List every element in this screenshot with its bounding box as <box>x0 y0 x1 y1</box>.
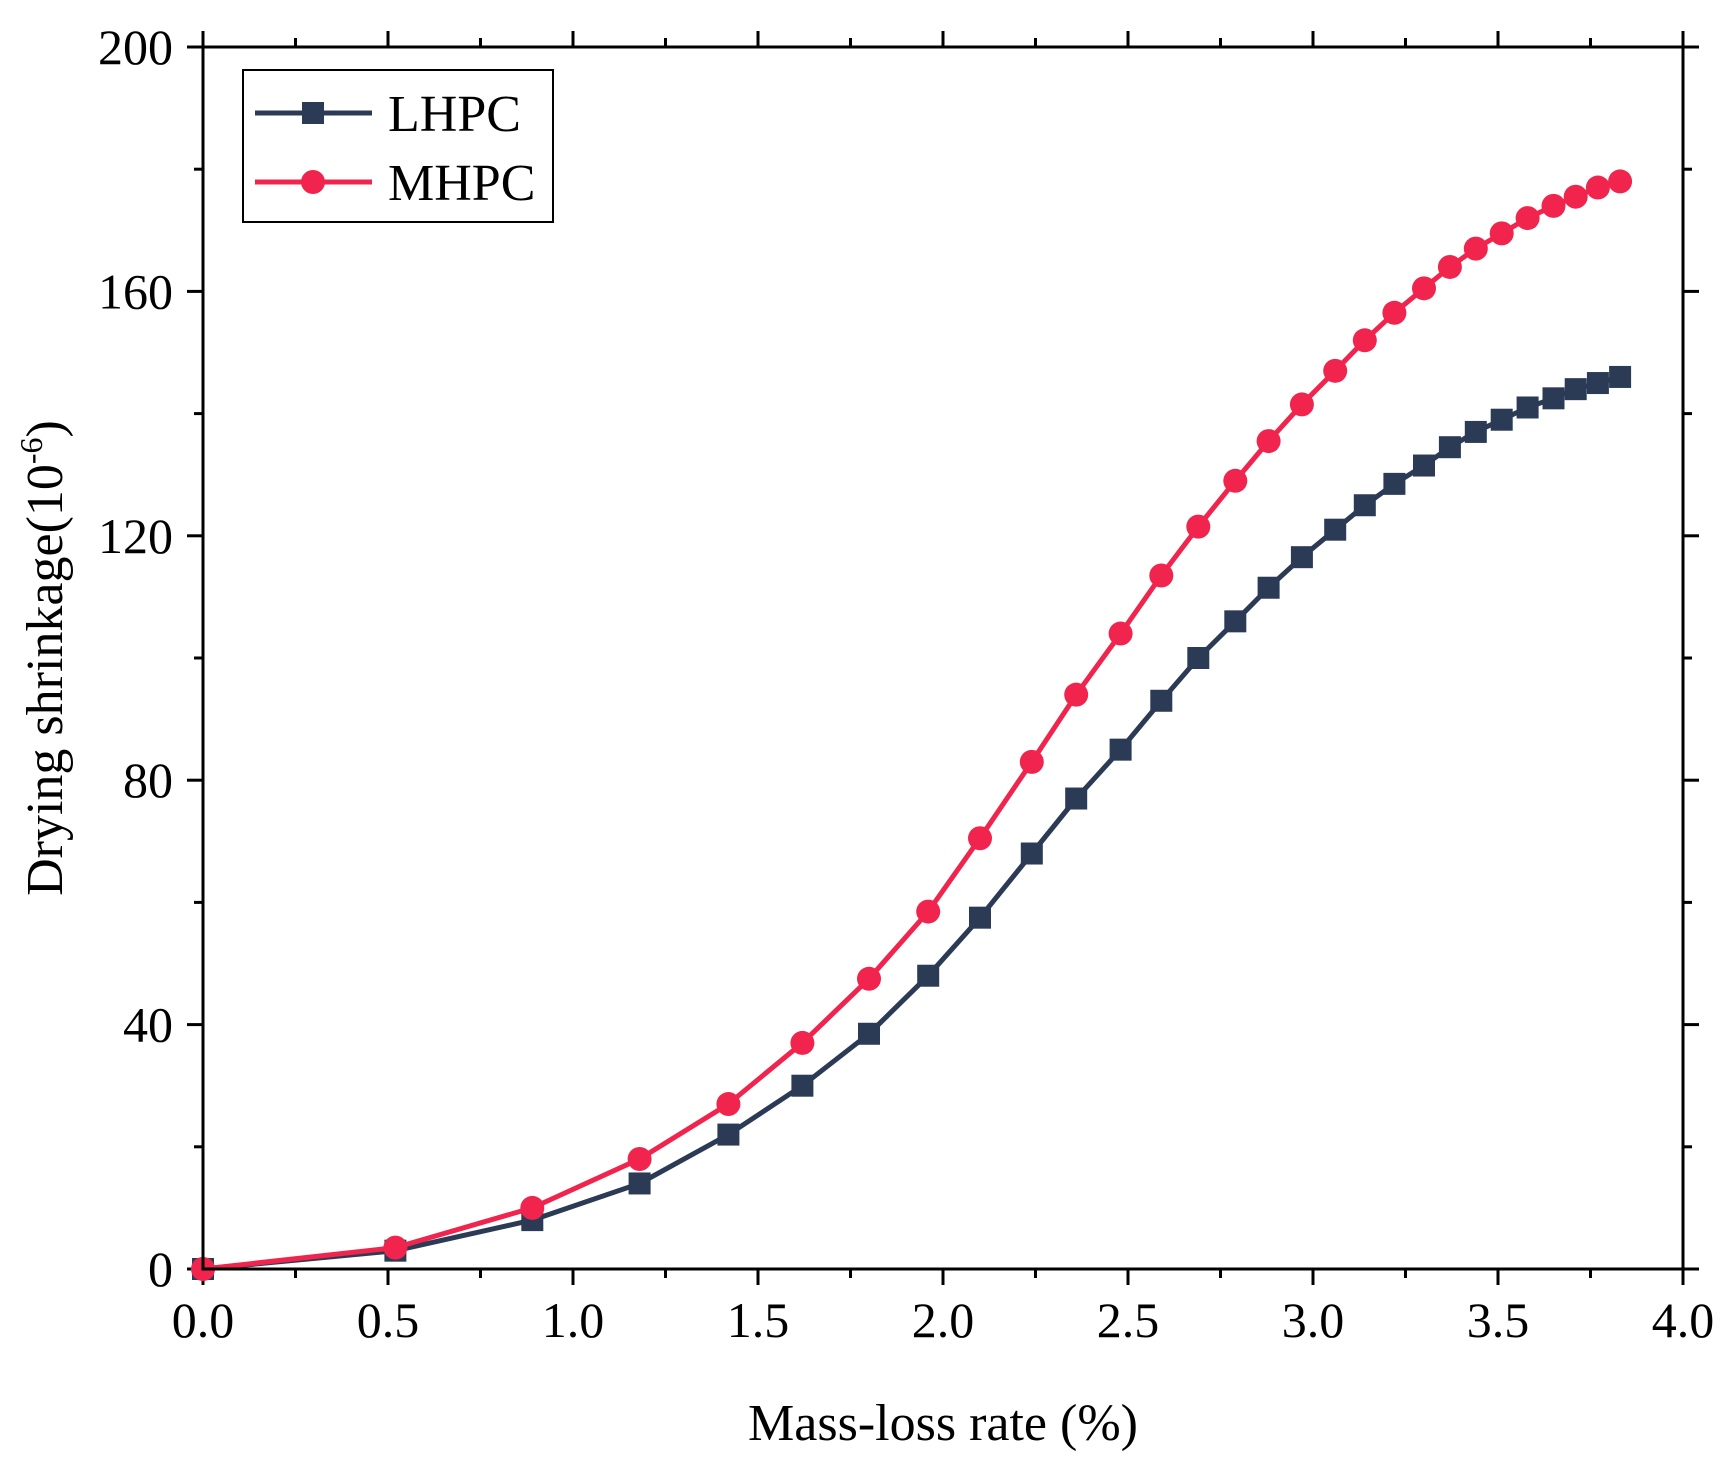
point-mhpc <box>1585 175 1610 200</box>
y-tick-label: 160 <box>98 263 173 319</box>
point-mhpc <box>1064 682 1089 707</box>
x-tick-label: 0.5 <box>357 1292 420 1348</box>
legend-label-lhpc: LHPC <box>388 86 521 143</box>
series-line-lhpc <box>202 374 1621 1272</box>
point-mhpc <box>1108 621 1133 646</box>
point-mhpc <box>1437 254 1462 279</box>
y-axis-title-main: Drying shrinkage(10 <box>17 464 74 896</box>
point-lhpc <box>628 1172 651 1195</box>
point-mhpc <box>1463 236 1488 261</box>
y-axis-title-exponent: -6 <box>13 437 49 464</box>
x-axis-title: Mass-loss rate (%) <box>748 1395 1138 1452</box>
point-lhpc <box>1413 454 1435 477</box>
legend-marker-lhpc <box>302 102 324 124</box>
point-lhpc <box>1187 647 1210 669</box>
legend-label-mhpc: MHPC <box>388 155 535 212</box>
point-mhpc <box>790 1030 815 1055</box>
point-mhpc <box>520 1195 545 1220</box>
point-lhpc <box>1257 576 1280 599</box>
legend-box <box>242 69 554 223</box>
tick-labels: 0.0 0.5 1.0 1.5 2.0 2.5 3.0 3.5 4.0 0 40 80 120 160 20… <box>98 19 1714 1348</box>
point-mhpc <box>1289 392 1314 417</box>
y-tick-label: 40 <box>123 997 173 1053</box>
point-mhpc <box>1149 563 1174 588</box>
point-mhpc <box>1412 276 1436 301</box>
y-axis-title: Drying shrinkage(10-6) <box>13 420 74 896</box>
point-lhpc <box>1586 372 1609 395</box>
point-mhpc <box>1352 328 1377 353</box>
x-tick-label: 0.0 <box>172 1292 235 1348</box>
point-lhpc <box>1353 494 1376 517</box>
point-mhpc <box>916 899 941 924</box>
point-lhpc <box>1383 472 1406 495</box>
point-mhpc <box>1489 221 1514 246</box>
legend-marker-mhpc <box>301 170 325 194</box>
point-mhpc <box>1019 749 1044 774</box>
point-mhpc <box>1323 358 1348 383</box>
x-tick-label: 2.0 <box>912 1292 975 1348</box>
point-mhpc <box>1186 514 1211 539</box>
point-lhpc <box>717 1123 740 1146</box>
legend: LHPC MHPC <box>242 69 554 223</box>
y-tick-label: 0 <box>148 1241 173 1297</box>
point-lhpc <box>858 1022 880 1045</box>
point-lhpc <box>1290 546 1313 569</box>
point-lhpc <box>917 964 940 987</box>
point-mhpc <box>1223 468 1248 493</box>
point-mhpc <box>627 1147 652 1172</box>
y-axis-title-close: ) <box>17 420 74 437</box>
y-tick-label: 200 <box>98 19 173 75</box>
point-lhpc <box>969 906 991 929</box>
point-lhpc <box>1564 378 1587 401</box>
point-lhpc <box>1464 420 1487 443</box>
point-lhpc <box>1438 436 1461 459</box>
point-mhpc <box>968 826 992 851</box>
point-lhpc <box>1490 408 1513 431</box>
point-mhpc <box>716 1092 741 1117</box>
point-lhpc <box>1109 738 1132 761</box>
y-tick-label: 120 <box>98 508 173 564</box>
x-tick-label: 3.0 <box>1282 1292 1345 1348</box>
point-mhpc <box>1382 300 1407 325</box>
plot-frame <box>201 45 1685 1271</box>
point-lhpc <box>791 1074 814 1097</box>
series-line-mhpc <box>202 178 1621 1272</box>
point-mhpc <box>383 1235 408 1260</box>
point-mhpc <box>1541 193 1566 218</box>
point-mhpc <box>1608 169 1633 194</box>
point-lhpc <box>1542 387 1565 410</box>
x-tick-label: 2.5 <box>1097 1292 1160 1348</box>
point-mhpc <box>1563 184 1588 209</box>
point-lhpc <box>1224 610 1247 633</box>
point-mhpc <box>1256 429 1281 454</box>
point-lhpc <box>1065 787 1088 810</box>
x-tick-label: 3.5 <box>1467 1292 1530 1348</box>
y-tick-label: 80 <box>123 752 173 808</box>
x-tick-label: 1.5 <box>727 1292 790 1348</box>
point-lhpc <box>1324 518 1347 541</box>
point-mhpc <box>857 966 881 991</box>
x-tick-label: 4.0 <box>1652 1292 1715 1348</box>
point-lhpc <box>1020 842 1043 865</box>
point-lhpc <box>1150 689 1173 712</box>
series-layer <box>191 169 1633 1281</box>
point-lhpc <box>1609 365 1632 388</box>
x-tick-label: 1.0 <box>542 1292 605 1348</box>
point-mhpc <box>1515 206 1540 231</box>
point-lhpc <box>1516 396 1539 419</box>
